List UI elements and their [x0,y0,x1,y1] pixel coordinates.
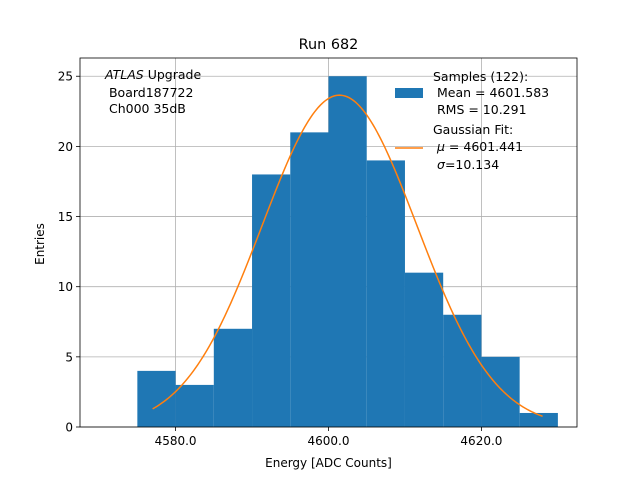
legend-samples-rms: RMS = 10.291 [433,102,527,117]
y-tick-label: 15 [58,210,73,224]
x-axis-label: Energy [ADC Counts] [265,456,392,470]
annotation-atlas: ATLAS [104,67,144,82]
chart-title: Run 682 [299,37,359,53]
histogram-bar [290,132,329,428]
gaussian-fit-curve [152,94,543,418]
y-tick-label: 10 [58,280,73,294]
y-tick-label: 20 [58,140,73,154]
legend-fit-title: Gaussian Fit: [433,122,513,137]
histogram-bar [328,76,367,428]
x-tick-label: 4620.0 [460,434,502,448]
histogram-bar [175,384,214,427]
histogram-bars [137,76,558,428]
annotation-channel: Ch000 35dB [105,101,186,116]
legend-sigma-symbol: σ [437,157,446,172]
legend-mu-symbol: μ [436,139,445,154]
y-axis-label: Entries [33,223,47,265]
atlas-annotation: ATLAS Upgrade Board187722 Ch000 35dB [104,67,201,116]
legend: Samples (122): Mean = 4601.583 RMS = 10.… [395,69,549,172]
y-axis-ticks: 0 5 10 15 20 25 [58,70,80,435]
histogram-bar [213,328,253,427]
annotation-line-1: ATLAS Upgrade [104,67,201,82]
legend-samples-mean: Mean = 4601.583 [433,85,549,100]
y-tick-label: 0 [65,421,73,435]
histogram-bar [137,370,176,427]
legend-fit-sigma: σ=10.134 [437,157,499,172]
x-tick-label: 4580.0 [155,434,197,448]
histogram-bar [519,412,558,427]
legend-mu-value: = 4601.441 [445,139,523,154]
histogram-bar [366,160,405,427]
legend-samples-swatch [395,88,423,98]
y-tick-label: 25 [58,70,73,84]
histogram-bar [481,356,520,427]
histogram-bar [404,272,444,427]
legend-sigma-value: =10.134 [445,157,499,172]
histogram-bar [252,174,291,427]
legend-samples-title: Samples (122): [433,69,528,84]
legend-fit-mu: μ = 4601.441 [436,139,523,154]
annotation-upgrade: Upgrade [144,67,202,82]
y-tick-label: 5 [65,350,73,364]
annotation-board: Board187722 [105,85,193,100]
x-tick-label: 4600.0 [308,434,350,448]
x-axis-ticks: 4580.0 4600.0 4620.0 [155,427,502,448]
